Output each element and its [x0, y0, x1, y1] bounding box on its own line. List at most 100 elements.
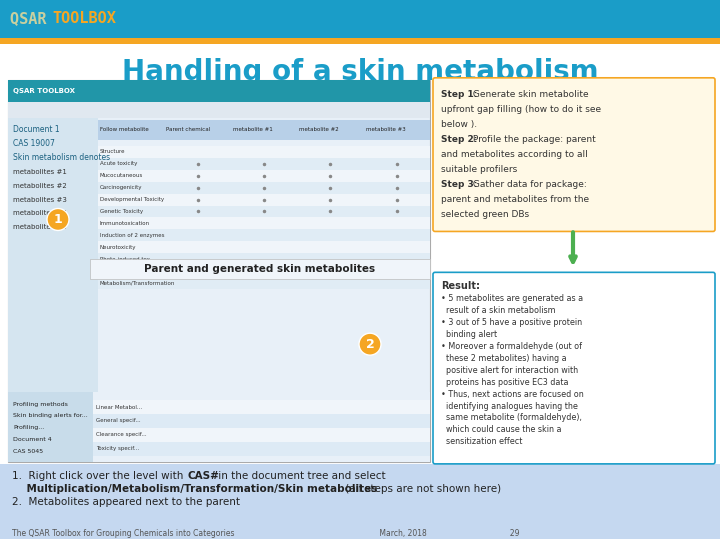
Text: • Moreover a formaldehyde (out of: • Moreover a formaldehyde (out of	[441, 342, 582, 350]
Text: Acute toxicity: Acute toxicity	[100, 161, 138, 166]
Bar	[98, 120, 430, 140]
Text: The QSAR Toolbox for Grouping Chemicals into Categories                         : The QSAR Toolbox for Grouping Chemicals …	[12, 529, 520, 538]
Bar	[98, 278, 430, 289]
Text: Metabolism/Transformation: Metabolism/Transformation	[100, 281, 176, 286]
Text: these 2 metabolites) having a: these 2 metabolites) having a	[441, 354, 567, 363]
Text: CAS#: CAS#	[187, 471, 219, 481]
Text: Step 2:: Step 2:	[441, 135, 477, 144]
Bar	[98, 170, 430, 181]
Circle shape	[47, 208, 69, 231]
Bar	[93, 414, 430, 428]
Bar	[98, 241, 430, 253]
Text: metabolite #1: metabolite #1	[233, 127, 273, 132]
Text: identifying analogues having the: identifying analogues having the	[441, 402, 578, 410]
Bar	[98, 230, 430, 241]
Text: CAS 5045: CAS 5045	[13, 449, 43, 454]
Text: General specif...: General specif...	[96, 418, 140, 423]
Text: Toxicity specif...: Toxicity specif...	[96, 447, 139, 451]
Text: Handling of a skin metabolism: Handling of a skin metabolism	[122, 58, 598, 86]
Bar	[93, 400, 430, 414]
Text: Document 1: Document 1	[13, 125, 60, 134]
Text: Clearance specif...: Clearance specif...	[96, 433, 147, 437]
Circle shape	[359, 333, 381, 355]
Text: Induction of 2 enzymes: Induction of 2 enzymes	[100, 233, 164, 238]
Text: metabolites #3: metabolites #3	[13, 197, 67, 202]
Text: Multiplication/Metabolism/Transformation/Skin metabolites: Multiplication/Metabolism/Transformation…	[12, 484, 377, 494]
Text: 2.  Metabolites appeared next to the parent: 2. Metabolites appeared next to the pare…	[12, 497, 240, 507]
Text: • Thus, next actions are focused on: • Thus, next actions are focused on	[441, 389, 584, 399]
Bar	[98, 218, 430, 230]
Bar	[93, 428, 430, 442]
Text: Neurotoxicity: Neurotoxicity	[100, 245, 137, 250]
Bar	[8, 392, 430, 462]
Text: QSAR: QSAR	[10, 11, 55, 26]
Text: Structure: Structure	[100, 149, 125, 154]
Text: • 5 metabolites are generated as a: • 5 metabolites are generated as a	[441, 294, 583, 303]
Text: Photo-induced tox.: Photo-induced tox.	[100, 257, 152, 262]
Text: 2: 2	[366, 338, 374, 350]
Text: result of a skin metabolism: result of a skin metabolism	[441, 306, 556, 315]
Bar	[93, 392, 430, 462]
Text: and metabolites according to all: and metabolites according to all	[441, 150, 588, 159]
Bar	[98, 146, 430, 158]
Bar	[98, 158, 430, 170]
Text: Parent and generated skin metabolites: Parent and generated skin metabolites	[145, 265, 376, 274]
Bar	[8, 80, 430, 102]
Text: positive alert for interaction with: positive alert for interaction with	[441, 366, 578, 375]
Text: Repeated Dose tox.: Repeated Dose tox.	[100, 269, 154, 274]
FancyBboxPatch shape	[433, 272, 715, 464]
Text: QSAR TOOLBOX: QSAR TOOLBOX	[13, 88, 75, 94]
Text: sensitization effect: sensitization effect	[441, 437, 523, 447]
FancyBboxPatch shape	[433, 78, 715, 232]
Text: (all steps are not shown here): (all steps are not shown here)	[342, 484, 501, 494]
Bar	[8, 80, 430, 462]
Text: metabolite #2: metabolite #2	[300, 127, 339, 132]
Bar	[8, 118, 98, 462]
Text: in the document tree and select: in the document tree and select	[215, 471, 386, 481]
Bar	[98, 265, 430, 278]
Bar	[0, 464, 720, 539]
Text: Document 4: Document 4	[13, 437, 52, 442]
Text: metabolites #5: metabolites #5	[13, 225, 67, 231]
Text: binding alert: binding alert	[441, 330, 497, 339]
Text: below ).: below ).	[441, 120, 477, 129]
Text: Step 3:: Step 3:	[441, 180, 477, 189]
Text: • 3 out of 5 have a positive protein: • 3 out of 5 have a positive protein	[441, 318, 582, 327]
Text: Skin metabolism denotes: Skin metabolism denotes	[13, 153, 110, 162]
Bar	[98, 193, 430, 206]
Text: Result:: Result:	[441, 281, 480, 291]
Bar	[8, 102, 430, 118]
Text: same metabolite (formaldehyde),: same metabolite (formaldehyde),	[441, 414, 582, 422]
Text: proteins has positive EC3 data: proteins has positive EC3 data	[441, 377, 569, 387]
Text: Mucocutaneous: Mucocutaneous	[100, 173, 143, 178]
Bar	[90, 259, 430, 279]
Text: Skin binding alerts for...: Skin binding alerts for...	[13, 414, 88, 418]
Text: TOOLBOX: TOOLBOX	[52, 11, 116, 26]
Text: Step 1:: Step 1:	[441, 90, 477, 99]
Text: Linear Metabol...: Linear Metabol...	[96, 404, 142, 409]
Bar	[93, 442, 430, 456]
Text: which could cause the skin a: which could cause the skin a	[441, 426, 562, 435]
Text: Follow metabolite: Follow metabolite	[100, 127, 149, 132]
Text: 1: 1	[53, 213, 63, 226]
Text: metabolites #1: metabolites #1	[13, 168, 67, 174]
Text: metabolites #4: metabolites #4	[13, 211, 67, 217]
Text: Profiling methods: Profiling methods	[13, 402, 68, 407]
Text: Developmental Toxicity: Developmental Toxicity	[100, 197, 164, 202]
Text: 1.  Right click over the level with: 1. Right click over the level with	[12, 471, 186, 481]
Text: Parent chemical: Parent chemical	[166, 127, 211, 132]
Text: metabolite #3: metabolite #3	[366, 127, 405, 132]
Text: suitable profilers: suitable profilers	[441, 165, 517, 174]
Text: Carcinogenicity: Carcinogenicity	[100, 185, 143, 190]
Text: parent and metabolites from the: parent and metabolites from the	[441, 195, 589, 204]
Text: metabolites #2: metabolites #2	[13, 183, 67, 188]
Bar	[0, 0, 720, 38]
Text: Profiling...: Profiling...	[13, 426, 44, 430]
Text: upfront gap filling (how to do it see: upfront gap filling (how to do it see	[441, 105, 601, 114]
Text: selected green DBs: selected green DBs	[441, 210, 529, 219]
Bar	[0, 38, 720, 44]
Text: Immunotoxication: Immunotoxication	[100, 221, 150, 226]
Text: Profile the package: parent: Profile the package: parent	[470, 135, 596, 144]
Text: Gather data for package:: Gather data for package:	[470, 180, 587, 189]
Text: CAS 19007: CAS 19007	[13, 139, 55, 148]
